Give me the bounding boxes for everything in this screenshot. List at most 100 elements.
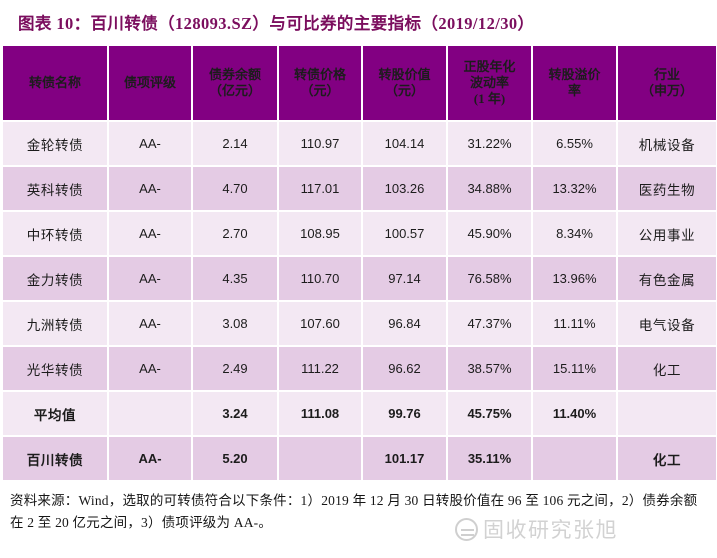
cell-price [279, 437, 361, 480]
table-header: 转债名称 债项评级 债券余额 （亿元） 转债价格 （元） 转股价值 （元） [3, 46, 716, 120]
cell-price: 108.95 [279, 212, 361, 255]
cell-industry: 化工 [618, 347, 716, 390]
column-header-rating: 债项评级 [109, 46, 191, 120]
header-line-1: 行业 [653, 67, 680, 83]
cell-rating: AA- [109, 347, 191, 390]
column-header-price: 转债价格 （元） [279, 46, 361, 120]
header-line-1: 债券余额 [208, 67, 261, 83]
cell-name: 光华转债 [3, 347, 107, 390]
cell-balance: 2.14 [193, 122, 277, 165]
cell-industry: 公用事业 [618, 212, 716, 255]
table-row-average: 平均值 3.24 111.08 99.76 45.75% 11.40% [3, 392, 716, 435]
cell-price: 107.60 [279, 302, 361, 345]
cell-industry: 化工 [618, 437, 716, 480]
cell-conversion-value: 96.84 [363, 302, 446, 345]
cell-name: 金轮转债 [3, 122, 107, 165]
cell-conversion-value: 103.26 [363, 167, 446, 210]
column-header-industry: 行业 （申万） [618, 46, 716, 120]
cell-volatility: 47.37% [448, 302, 531, 345]
cell-volatility: 31.22% [448, 122, 531, 165]
header-line-2: （申万） [640, 83, 693, 98]
cell-balance: 2.49 [193, 347, 277, 390]
cell-volatility: 45.90% [448, 212, 531, 255]
cell-name: 九洲转债 [3, 302, 107, 345]
header-line-2: （亿元） [208, 83, 261, 98]
table-row: 英科转债 AA- 4.70 117.01 103.26 34.88% 13.32… [3, 167, 716, 210]
cell-name: 百川转债 [3, 437, 107, 480]
column-header-premium: 转股溢价 率 [533, 46, 616, 120]
cell-volatility: 35.11% [448, 437, 531, 480]
cell-conversion-value: 104.14 [363, 122, 446, 165]
header-line-2: （元） [300, 83, 340, 98]
cell-premium: 11.40% [533, 392, 616, 435]
header-line-2: （元） [384, 83, 424, 98]
cell-balance: 3.24 [193, 392, 277, 435]
header-line-1: 转债价格 [293, 67, 346, 83]
header-line-2: 波动率 [469, 75, 509, 91]
column-header-volatility: 正股年化 波动率 (1 年) [448, 46, 531, 120]
cell-price: 110.97 [279, 122, 361, 165]
cell-volatility: 45.75% [448, 392, 531, 435]
cell-conversion-value: 96.62 [363, 347, 446, 390]
column-header-balance: 债券余额 （亿元） [193, 46, 277, 120]
cell-rating: AA- [109, 437, 191, 480]
column-header-name: 转债名称 [3, 46, 107, 120]
header-line-3: (1 年) [473, 90, 506, 106]
cell-price: 111.08 [279, 392, 361, 435]
header-line-1: 债项评级 [123, 75, 176, 91]
cell-balance: 4.70 [193, 167, 277, 210]
cell-name: 英科转债 [3, 167, 107, 210]
cell-balance: 2.70 [193, 212, 277, 255]
cell-industry: 电气设备 [618, 302, 716, 345]
cell-rating: AA- [109, 302, 191, 345]
cell-price: 111.22 [279, 347, 361, 390]
cell-name: 平均值 [3, 392, 107, 435]
cell-rating: AA- [109, 257, 191, 300]
cell-rating: AA- [109, 122, 191, 165]
table-header-row: 转债名称 债项评级 债券余额 （亿元） 转债价格 （元） 转股价值 （元） [3, 46, 716, 120]
cell-premium: 13.96% [533, 257, 616, 300]
table-row: 金轮转债 AA- 2.14 110.97 104.14 31.22% 6.55%… [3, 122, 716, 165]
cell-premium: 13.32% [533, 167, 616, 210]
cell-premium: 11.11% [533, 302, 616, 345]
cell-industry: 机械设备 [618, 122, 716, 165]
cell-volatility: 34.88% [448, 167, 531, 210]
header-line-2: 率 [567, 83, 581, 98]
cell-industry: 有色金属 [618, 257, 716, 300]
header-line-1: 正股年化 [463, 59, 516, 75]
cell-balance: 4.35 [193, 257, 277, 300]
figure-title-bar: 图表 10：百川转债（128093.SZ）与可比券的主要指标（2019/12/3… [0, 0, 717, 44]
cell-industry: 医药生物 [618, 167, 716, 210]
table-row: 九洲转债 AA- 3.08 107.60 96.84 47.37% 11.11%… [3, 302, 716, 345]
cell-name: 中环转债 [3, 212, 107, 255]
header-line-1: 转股溢价 [548, 67, 601, 83]
cell-premium [533, 437, 616, 480]
table-row-subject: 百川转债 AA- 5.20 101.17 35.11% 化工 [3, 437, 716, 480]
cell-volatility: 38.57% [448, 347, 531, 390]
cell-conversion-value: 99.76 [363, 392, 446, 435]
cell-premium: 8.34% [533, 212, 616, 255]
cell-price: 117.01 [279, 167, 361, 210]
table-body: 金轮转债 AA- 2.14 110.97 104.14 31.22% 6.55%… [3, 122, 716, 480]
header-line-1: 转股价值 [378, 67, 431, 83]
header-line-1: 转债名称 [28, 75, 81, 91]
cell-price: 110.70 [279, 257, 361, 300]
cell-volatility: 76.58% [448, 257, 531, 300]
cell-rating: AA- [109, 212, 191, 255]
cell-name: 金力转债 [3, 257, 107, 300]
cell-rating [109, 392, 191, 435]
cell-rating: AA- [109, 167, 191, 210]
cell-premium: 15.11% [533, 347, 616, 390]
table-row: 金力转债 AA- 4.35 110.70 97.14 76.58% 13.96%… [3, 257, 716, 300]
cell-balance: 5.20 [193, 437, 277, 480]
cell-conversion-value: 101.17 [363, 437, 446, 480]
cell-balance: 3.08 [193, 302, 277, 345]
table-row: 光华转债 AA- 2.49 111.22 96.62 38.57% 15.11%… [3, 347, 716, 390]
comparables-table: 转债名称 债项评级 债券余额 （亿元） 转债价格 （元） 转股价值 （元） [1, 44, 717, 482]
cell-premium: 6.55% [533, 122, 616, 165]
cell-conversion-value: 100.57 [363, 212, 446, 255]
cell-industry [618, 392, 716, 435]
table-row: 中环转债 AA- 2.70 108.95 100.57 45.90% 8.34%… [3, 212, 716, 255]
source-footnote: 资料来源：Wind，选取的可转债符合以下条件：1）2019 年 12 月 30 … [10, 493, 698, 530]
